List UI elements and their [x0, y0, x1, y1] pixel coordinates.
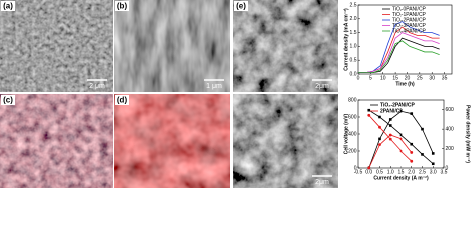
marker	[399, 149, 403, 153]
marker	[367, 108, 371, 112]
y2-tick-label: 400	[446, 126, 455, 132]
y2-tick-label: 0	[446, 165, 449, 171]
marker	[399, 137, 403, 141]
marker	[410, 112, 414, 115]
panel-label: (c)	[3, 96, 13, 105]
x-tick-label: 2.5	[419, 169, 426, 175]
y-tick-label: 1.5	[350, 30, 357, 36]
y-tick-label: 1.0	[350, 44, 357, 50]
plot-frame	[357, 4, 453, 75]
marker	[388, 124, 392, 127]
y-axis-label: Cell voltage (mV)	[343, 113, 349, 154]
marker	[410, 151, 414, 154]
y-tick-label: 800	[348, 97, 357, 103]
x-tick-label: 2.0	[408, 169, 415, 175]
y2-tick-label: 600	[446, 107, 455, 113]
marker	[410, 159, 414, 163]
x-tick-label: 35	[442, 75, 448, 81]
series-line	[358, 32, 440, 74]
legend-label: TiO₂-1PANI/CP	[392, 12, 427, 18]
sem-image	[0, 94, 113, 188]
x-axis-label: Current density (A m⁻²)	[373, 175, 429, 181]
panel-label: (b)	[117, 2, 128, 11]
legend-label: TiO₂-2PANI/CP	[392, 17, 427, 23]
marker	[388, 137, 392, 141]
marker	[421, 127, 424, 131]
label-box	[234, 1, 248, 11]
legend-label: TiO₂-3PANI/CP	[392, 23, 427, 29]
x-tick-label: 10	[380, 75, 386, 81]
x-tick-label: 3.0	[430, 169, 437, 175]
panel-label: (e)	[236, 2, 246, 11]
legend-label: TiO₂-0PANI/CP	[392, 6, 427, 12]
marker	[367, 166, 371, 170]
sem-image	[114, 94, 230, 188]
y2-tick-label: 200	[446, 146, 455, 152]
panel-label: (d)	[117, 96, 128, 105]
legend-label: 2PANI/CP	[380, 108, 403, 114]
y-tick-label: 600	[348, 114, 357, 120]
y-tick-label: 2.0	[350, 16, 357, 22]
y2-axis-label: Power density (mW m⁻²)	[465, 105, 471, 163]
label-box	[1, 1, 15, 11]
x-tick-label: 20	[405, 75, 411, 81]
marker	[378, 137, 381, 141]
sem-image	[114, 0, 230, 92]
y-tick-label: 0.5	[350, 58, 357, 64]
x-tick-label: 25	[417, 75, 423, 81]
x-tick-label: 1.0	[387, 169, 394, 175]
series-line	[358, 37, 440, 74]
marker	[431, 162, 435, 166]
legend-label: TiO₂-4PANI/CP	[392, 28, 427, 34]
y-tick-label: 0	[354, 165, 357, 171]
x-tick-label: 5	[369, 75, 372, 81]
marker	[378, 125, 381, 129]
y-tick-label: 0.0	[350, 71, 357, 77]
sem-image	[233, 94, 338, 188]
marker	[399, 133, 403, 137]
x-tick-label: 0.5	[376, 169, 383, 175]
marker	[367, 113, 371, 117]
scale-label: 2 μm	[89, 83, 105, 90]
scale-label: 2μm	[315, 179, 329, 186]
legend-label: TiO₂-2PANI/CP	[380, 102, 415, 108]
series-line	[358, 40, 440, 74]
marker	[410, 142, 414, 146]
x-tick-label: 3.5	[441, 169, 448, 175]
label-box	[115, 1, 129, 11]
x-tick-label: 30	[429, 75, 435, 81]
label-box	[115, 95, 129, 105]
marker	[378, 143, 381, 147]
x-tick-label: 0.0	[365, 169, 372, 175]
sem-image	[0, 0, 113, 92]
x-tick-label: 0	[357, 75, 360, 81]
marker	[388, 133, 392, 137]
y-axis-label: Current density (mA cm⁻²)	[343, 8, 349, 71]
sem-image	[233, 0, 338, 92]
y-tick-label: 200	[348, 148, 357, 154]
marker	[399, 109, 403, 113]
label-box	[1, 95, 15, 105]
x-tick-label: 15	[392, 75, 398, 81]
marker	[378, 115, 381, 119]
panel-label: (a)	[3, 2, 13, 11]
marker	[431, 152, 435, 155]
x-tick-label: 1.5	[398, 169, 405, 175]
x-axis-label: Time (h)	[395, 81, 415, 87]
y-tick-label: 2.5	[350, 2, 357, 8]
page: (a) 2 μm (b) 1 μm (c) (d) (e) 2μm 2μm 0 5 10 15 20 25 3…	[0, 0, 471, 188]
marker	[388, 118, 392, 121]
figure: (a) 2 μm (b) 1 μm (c) (d) (e) 2μm 2μm 0 5 10 15 20 25 3…	[0, 0, 471, 188]
scale-label: 2μm	[315, 83, 329, 90]
scale-label: 1 μm	[206, 83, 222, 90]
marker	[421, 153, 424, 156]
x-tick-label: -0.5	[354, 169, 363, 175]
y-tick-label: 400	[348, 131, 357, 137]
